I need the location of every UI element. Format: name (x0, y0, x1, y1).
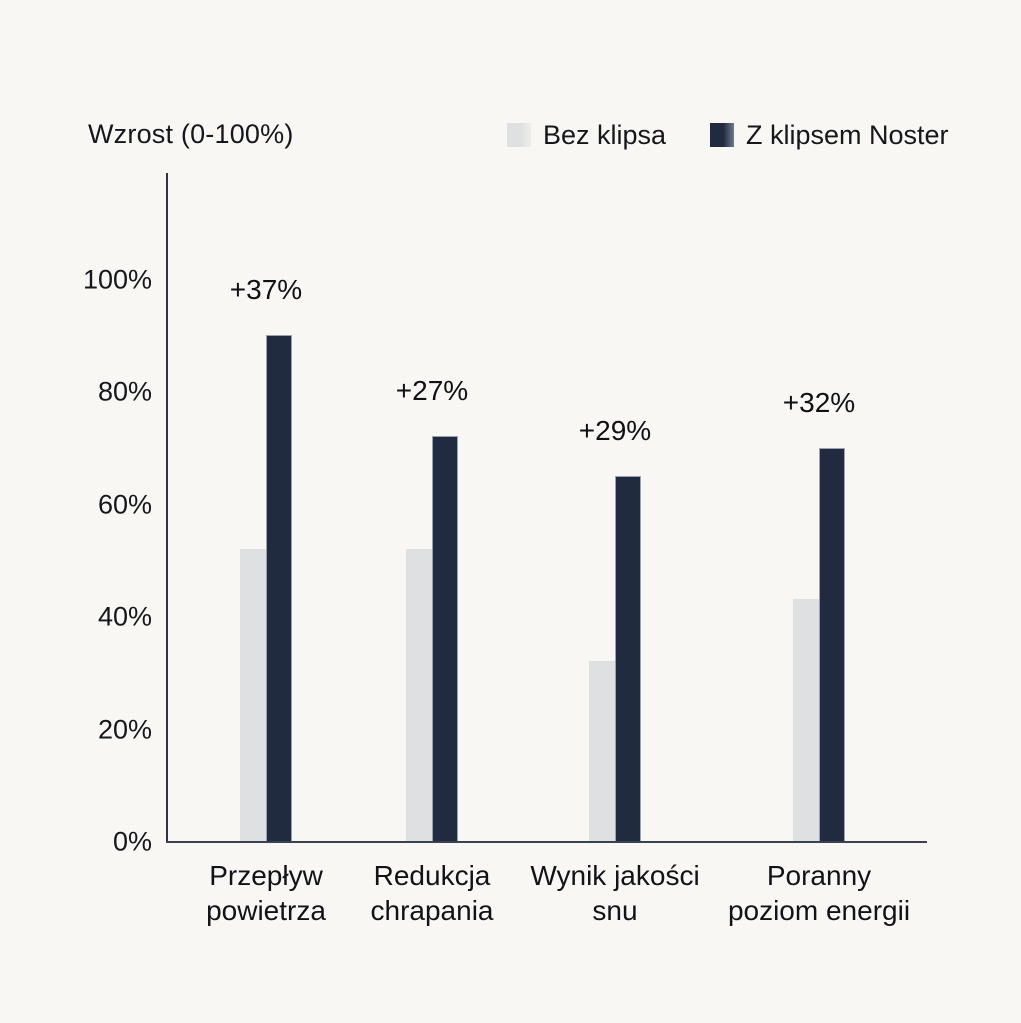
y-tick-0%: 0% (112, 826, 152, 857)
legend-item-z-klipsem-noster: Z klipsem Noster (710, 121, 949, 149)
category-label-line: snu (592, 895, 638, 926)
y-tick-60%: 60% (97, 489, 152, 520)
data-label-3: +29% (578, 415, 652, 446)
category-label-line: Przepływ (209, 860, 323, 891)
y-tick-80%: 80% (97, 376, 152, 407)
bar-z-klipsem-2 (432, 436, 458, 841)
category-label-1: Przepływ powietrza (206, 858, 326, 928)
category-label-line: Poranny (766, 860, 872, 891)
legend-label-z-klipsem-noster: Z klipsem Noster (746, 120, 949, 150)
bar-bez-klipsa-2 (406, 549, 432, 841)
bar-bez-klipsa-1 (240, 549, 266, 841)
bar-z-klipsem-1 (266, 335, 292, 841)
y-tick-40%: 40% (97, 601, 152, 632)
legend-item-bez-klipsa: Bez klipsa (507, 121, 666, 149)
y-axis-title: Wzrost (0-100%) (88, 119, 294, 149)
category-label-line: poziom energii (727, 895, 911, 926)
y-axis-line (166, 173, 168, 843)
y-tick-100%: 100% (82, 264, 152, 295)
data-label-4: +32% (782, 387, 856, 418)
data-label-1: +37% (229, 274, 303, 305)
legend-swatch-z-klipsem-noster (710, 123, 734, 147)
x-axis-line (166, 841, 927, 843)
category-label-line: Redukcja (373, 860, 491, 891)
bar-bez-klipsa-3 (589, 661, 615, 841)
legend-swatch-bez-klipsa (507, 123, 531, 147)
bar-bez-klipsa-4 (793, 599, 819, 841)
bar-z-klipsem-3 (615, 476, 641, 841)
category-label-line: chrapania (370, 895, 494, 926)
category-label-3: Wynik jakości snu (530, 858, 699, 928)
category-label-line: Wynik jakości (530, 860, 700, 891)
y-tick-20%: 20% (97, 714, 152, 745)
legend-label-bez-klipsa: Bez klipsa (543, 120, 667, 150)
bar-z-klipsem-4 (819, 448, 845, 841)
data-label-2: +27% (395, 375, 469, 406)
category-label-4: Poranny poziom energii (728, 858, 910, 928)
category-label-2: Redukcja chrapania (371, 858, 494, 928)
category-label-line: powietrza (206, 895, 326, 926)
